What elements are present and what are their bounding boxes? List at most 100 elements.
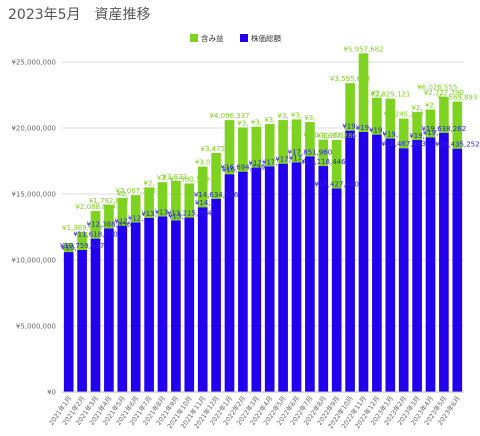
y-tick-label: ¥25,000,000 bbox=[11, 59, 56, 67]
bar-market-value bbox=[372, 134, 382, 392]
bar-market-value bbox=[305, 156, 315, 392]
bar-unrealized-gain bbox=[291, 119, 302, 163]
bar-unrealized-gain bbox=[425, 109, 436, 138]
market-value-label: ¥19, bbox=[383, 131, 399, 139]
bar-market-value bbox=[224, 174, 235, 392]
bar-market-value bbox=[398, 148, 409, 392]
bar-market-value bbox=[184, 217, 195, 392]
y-axis: ¥0 ¥5,000,000 ¥10,000,000 ¥15,000,000 ¥20,00… bbox=[11, 59, 56, 397]
bar-market-value bbox=[251, 167, 262, 392]
bar-unrealized-gain bbox=[184, 183, 195, 218]
stack-value-label: ¥2, bbox=[425, 102, 436, 110]
bar-unrealized-gain bbox=[130, 195, 141, 223]
bar-unrealized-gain bbox=[238, 127, 248, 172]
market-value-label: ¥17, bbox=[275, 156, 291, 164]
market-value-label: ¥11,618,190 bbox=[73, 231, 118, 239]
x-axis: 2021年1月2021年2月2021年3月2021年4月2021年5月2021年… bbox=[47, 391, 464, 430]
bar-market-value bbox=[291, 162, 302, 392]
stack-value-label: ¥2, bbox=[412, 104, 423, 112]
market-value-label: ¥17,851,960 bbox=[288, 148, 333, 156]
bar-market-value bbox=[63, 252, 74, 392]
stack-value-label: ¥2, bbox=[371, 90, 382, 98]
bar-unrealized-gain bbox=[117, 197, 128, 226]
bar-unrealized-gain bbox=[305, 122, 315, 157]
market-value-label: ¥13, bbox=[155, 208, 171, 216]
market-value-label: ¥19, bbox=[342, 123, 358, 131]
market-value-label: ¥17, bbox=[289, 154, 305, 162]
stack-value-label: ¥2,245,262 bbox=[384, 111, 424, 119]
bar-market-value bbox=[439, 132, 449, 392]
market-value-label: ¥19, bbox=[369, 127, 385, 135]
bar-unrealized-gain bbox=[398, 118, 409, 149]
bar-unrealized-gain bbox=[358, 53, 369, 132]
legend-label: 含み益 bbox=[201, 33, 224, 43]
bar-unrealized-gain bbox=[63, 242, 74, 253]
stack-value-label: ¥2,002,256 bbox=[303, 132, 344, 140]
stack-value-label: ¥2, bbox=[157, 174, 168, 182]
y-tick-label: ¥15,000,000 bbox=[11, 191, 56, 199]
market-value-label: ¥18,467,483 bbox=[381, 140, 426, 148]
bar-unrealized-gain bbox=[211, 152, 221, 199]
stack-value-label: ¥3,595,629 bbox=[330, 75, 370, 83]
market-value-label: ¥10, bbox=[61, 244, 77, 252]
total-label: ¥6,026,555 bbox=[417, 84, 457, 92]
market-value-label: ¥19, bbox=[409, 132, 425, 140]
stack-value-label: ¥3, bbox=[278, 112, 289, 120]
stack-value-label: ¥3,0 bbox=[195, 159, 211, 167]
bar-unrealized-gain bbox=[439, 96, 449, 133]
stack-value-label: ¥2,067,310 bbox=[116, 187, 156, 195]
y-tick-label: ¥5,000,000 bbox=[16, 323, 56, 331]
bar-market-value bbox=[157, 216, 168, 392]
bar-market-value bbox=[345, 130, 355, 392]
market-value-label: ¥13, bbox=[141, 210, 157, 218]
stack-value-label: ¥2,829,121 bbox=[370, 91, 410, 99]
market-value-label: ¥16,694,139 bbox=[221, 164, 266, 172]
market-value-label: ¥12,388,856 bbox=[87, 220, 132, 228]
bar-unrealized-gain bbox=[345, 83, 355, 131]
market-value-label: ¥19, bbox=[356, 124, 372, 132]
bar-market-value bbox=[144, 217, 154, 392]
bar-market-value bbox=[318, 166, 329, 392]
bar-market-value bbox=[211, 198, 221, 392]
bar-unrealized-gain bbox=[224, 120, 235, 175]
bar-unrealized-gain bbox=[144, 187, 154, 218]
bar-unrealized-gain bbox=[157, 182, 168, 217]
bar-unrealized-gain bbox=[264, 124, 275, 167]
bar-market-value bbox=[238, 171, 248, 392]
stack-value-label: ¥3,569,893 bbox=[437, 94, 477, 102]
y-tick-label: ¥10,000,000 bbox=[11, 257, 56, 265]
data-labels: ¥10, ¥1,369,610 ¥10,759,937 ¥2,088,834 ¥11,6… bbox=[60, 45, 480, 252]
page-title: 2023年5月 資産推移 bbox=[8, 7, 151, 23]
market-value-label: ¥12, bbox=[115, 218, 131, 226]
stack-value-label: ¥3,667,286 bbox=[317, 132, 358, 140]
legend-swatch bbox=[190, 34, 198, 42]
bar-unrealized-gain bbox=[385, 98, 396, 139]
bar-unrealized-gain bbox=[251, 126, 262, 168]
stack-value-label: ¥3, bbox=[304, 114, 315, 122]
y-tick-label: ¥20,000,000 bbox=[11, 125, 56, 133]
stack-value-label: ¥2, bbox=[144, 179, 155, 187]
bar-market-value bbox=[412, 139, 422, 392]
market-value-label: ¥19,638,262 bbox=[422, 125, 467, 133]
bar-market-value bbox=[197, 207, 208, 392]
legend-swatch bbox=[240, 34, 248, 42]
bar-market-value bbox=[331, 188, 342, 392]
bar-market-value bbox=[117, 225, 128, 392]
market-value-label: ¥12, bbox=[128, 214, 144, 222]
market-value-label: ¥17,118,446 bbox=[301, 158, 346, 166]
market-value-label: ¥19, bbox=[423, 129, 439, 137]
market-value-label: ¥13, bbox=[168, 212, 184, 220]
market-value-label: ¥17, bbox=[249, 160, 265, 168]
bar-unrealized-gain bbox=[372, 97, 382, 135]
bar-market-value bbox=[104, 228, 114, 392]
bar-unrealized-gain bbox=[197, 166, 208, 208]
market-value-label: ¥15,427,440 bbox=[314, 180, 359, 188]
stack-value-label: ¥3, bbox=[237, 119, 248, 127]
stack-value-label: ¥3, bbox=[291, 111, 302, 119]
market-value-label: ¥14, bbox=[195, 199, 211, 207]
stack-value-label: ¥2,088,834 bbox=[75, 203, 116, 211]
bar-unrealized-gain bbox=[104, 204, 114, 229]
stack-value-label: ¥3, bbox=[264, 116, 275, 124]
legend: 含み益 株価総額 bbox=[190, 33, 281, 43]
